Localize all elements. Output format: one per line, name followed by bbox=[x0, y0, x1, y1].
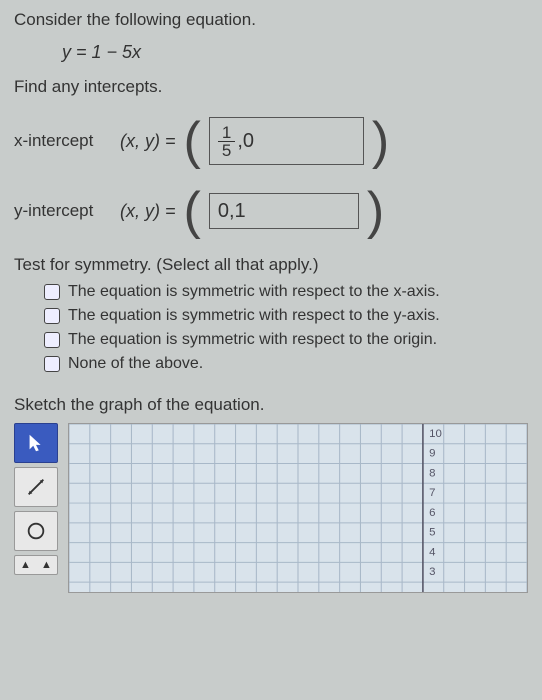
graph-canvas[interactable]: 10 9 8 7 6 5 4 3 bbox=[68, 423, 528, 593]
x-intercept-rest: ,0 bbox=[237, 130, 254, 153]
svg-text:5: 5 bbox=[429, 527, 435, 539]
checkbox-icon[interactable] bbox=[44, 308, 60, 324]
y-intercept-row: y-intercept (x, y) = ( 0,1 ) bbox=[14, 185, 528, 237]
option-label: None of the above. bbox=[68, 355, 203, 373]
symmetry-option[interactable]: The equation is symmetric with respect t… bbox=[44, 307, 528, 325]
x-intercept-label: x-intercept bbox=[14, 131, 112, 151]
checkbox-icon[interactable] bbox=[44, 356, 60, 372]
pointer-tool[interactable] bbox=[14, 423, 58, 463]
triangle-up-icon: ▲ bbox=[20, 559, 31, 571]
instruction: Find any intercepts. bbox=[14, 77, 528, 97]
svg-text:7: 7 bbox=[429, 487, 435, 499]
sketch-title: Sketch the graph of the equation. bbox=[14, 395, 528, 415]
svg-text:8: 8 bbox=[429, 468, 435, 480]
svg-text:9: 9 bbox=[429, 448, 435, 460]
option-label: The equation is symmetric with respect t… bbox=[68, 283, 440, 301]
line-tool[interactable] bbox=[14, 467, 58, 507]
symmetry-option[interactable]: None of the above. bbox=[44, 355, 528, 373]
paren-open-icon: ( bbox=[184, 115, 201, 167]
symmetry-option[interactable]: The equation is symmetric with respect t… bbox=[44, 331, 528, 349]
paren-open-icon: ( bbox=[184, 185, 201, 237]
svg-text:4: 4 bbox=[429, 547, 435, 559]
svg-text:3: 3 bbox=[429, 566, 435, 578]
y-intercept-input[interactable]: 0,1 bbox=[209, 193, 359, 229]
circle-tool[interactable] bbox=[14, 511, 58, 551]
paren-close-icon: ) bbox=[367, 185, 384, 237]
symmetry-option[interactable]: The equation is symmetric with respect t… bbox=[44, 283, 528, 301]
fraction-num: 1 bbox=[218, 124, 235, 142]
x-intercept-xy: (x, y) = bbox=[120, 131, 176, 152]
x-intercept-row: x-intercept (x, y) = ( 1 5 ,0 ) bbox=[14, 115, 528, 167]
question-prompt: Consider the following equation. bbox=[14, 10, 528, 30]
option-label: The equation is symmetric with respect t… bbox=[68, 307, 440, 325]
checkbox-icon[interactable] bbox=[44, 332, 60, 348]
x-intercept-input[interactable]: 1 5 ,0 bbox=[209, 117, 364, 165]
fraction-den: 5 bbox=[218, 142, 235, 159]
symmetry-title: Test for symmetry. (Select all that appl… bbox=[14, 255, 528, 275]
option-label: The equation is symmetric with respect t… bbox=[68, 331, 437, 349]
fraction: 1 5 bbox=[218, 124, 235, 159]
y-intercept-value: 0,1 bbox=[218, 200, 246, 223]
triangle-up-icon: ▲ bbox=[41, 559, 52, 571]
graph-toolbar: ▲ ▲ bbox=[14, 423, 62, 593]
svg-text:10: 10 bbox=[429, 428, 442, 440]
svg-text:6: 6 bbox=[429, 507, 435, 519]
y-intercept-xy: (x, y) = bbox=[120, 201, 176, 222]
checkbox-icon[interactable] bbox=[44, 284, 60, 300]
nav-tool[interactable]: ▲ ▲ bbox=[14, 555, 58, 575]
paren-close-icon: ) bbox=[372, 115, 389, 167]
equation: y = 1 − 5x bbox=[62, 42, 528, 63]
y-intercept-label: y-intercept bbox=[14, 201, 112, 221]
